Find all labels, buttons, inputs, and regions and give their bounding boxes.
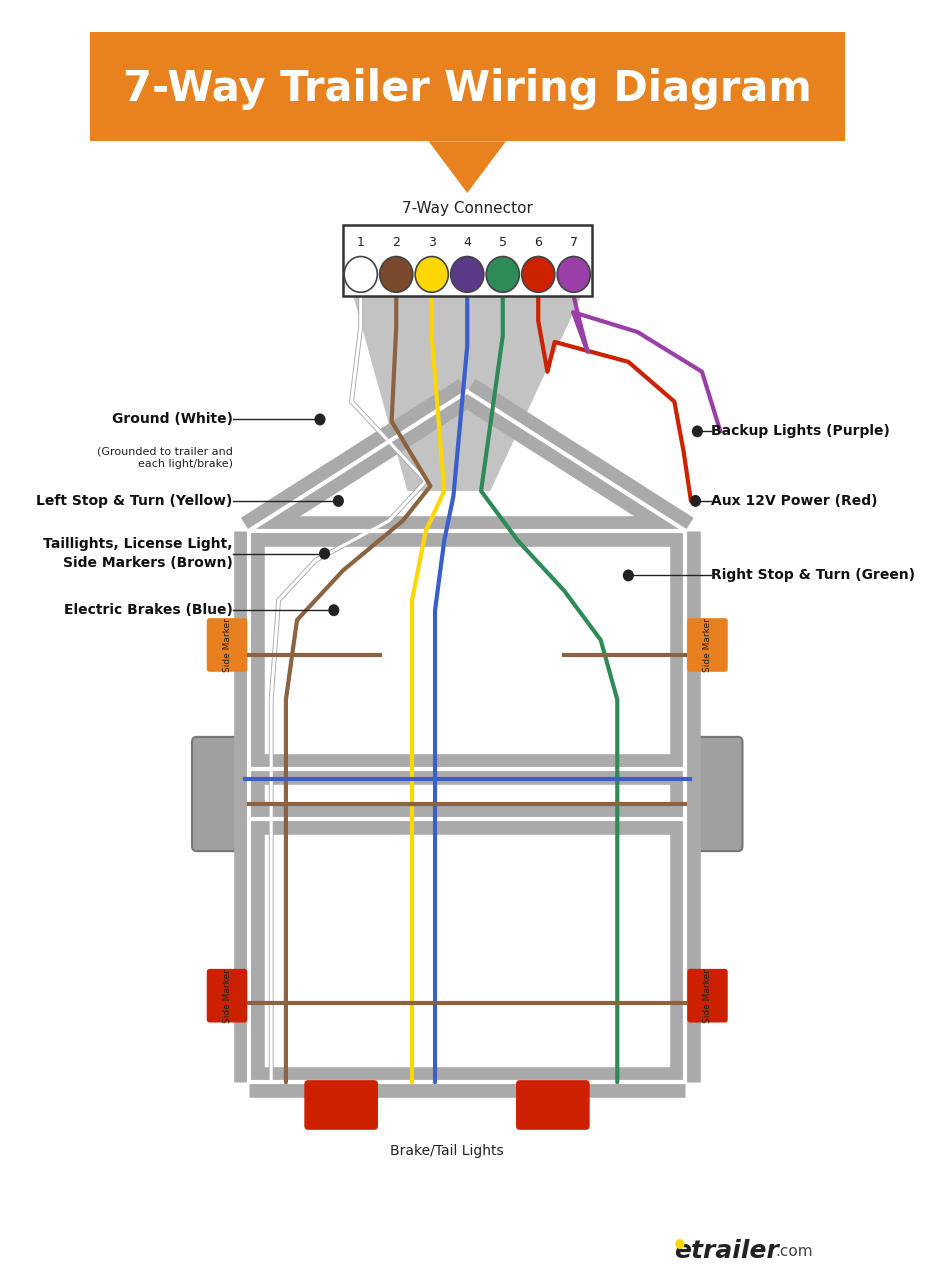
FancyBboxPatch shape: [516, 1080, 590, 1130]
Circle shape: [319, 547, 330, 560]
Text: Side Marker: Side Marker: [222, 968, 232, 1022]
Text: Side Marker: Side Marker: [222, 618, 232, 672]
FancyBboxPatch shape: [687, 969, 728, 1022]
Circle shape: [623, 570, 634, 582]
Text: Electric Brakes (Blue): Electric Brakes (Blue): [64, 603, 233, 618]
Text: Aux 12V Power (Red): Aux 12V Power (Red): [712, 494, 878, 508]
Text: 3: 3: [428, 236, 436, 249]
FancyBboxPatch shape: [687, 618, 728, 672]
Text: etrailer: etrailer: [674, 1239, 779, 1263]
Text: (Grounded to trailer and
each light/brake): (Grounded to trailer and each light/brak…: [97, 447, 233, 470]
Circle shape: [675, 1239, 684, 1249]
Text: Ground (White): Ground (White): [111, 412, 233, 426]
Text: 6: 6: [534, 236, 542, 249]
FancyBboxPatch shape: [685, 737, 743, 851]
Text: Backup Lights (Purple): Backup Lights (Purple): [712, 425, 890, 438]
Circle shape: [380, 257, 413, 293]
Text: 4: 4: [464, 236, 471, 249]
Text: Taillights, License Light,
Side Markers (Brown): Taillights, License Light, Side Markers …: [43, 538, 233, 570]
Circle shape: [415, 257, 448, 293]
Text: 7-Way Trailer Wiring Diagram: 7-Way Trailer Wiring Diagram: [123, 68, 811, 109]
Text: 5: 5: [499, 236, 506, 249]
Circle shape: [329, 605, 339, 616]
Circle shape: [486, 257, 520, 293]
Polygon shape: [428, 141, 506, 193]
FancyBboxPatch shape: [207, 618, 247, 672]
Text: Side Marker: Side Marker: [703, 618, 712, 672]
Polygon shape: [353, 297, 581, 490]
Circle shape: [450, 257, 484, 293]
FancyBboxPatch shape: [192, 737, 249, 851]
Text: Right Stop & Turn (Green): Right Stop & Turn (Green): [712, 569, 915, 583]
Text: Brake/Tail Lights: Brake/Tail Lights: [390, 1144, 504, 1158]
Circle shape: [314, 413, 326, 425]
Circle shape: [344, 257, 377, 293]
Text: 1: 1: [357, 236, 365, 249]
Bar: [343, 225, 592, 297]
Text: 7-Way Connector: 7-Way Connector: [402, 200, 533, 216]
Circle shape: [558, 257, 590, 293]
Text: 2: 2: [392, 236, 400, 249]
Circle shape: [332, 494, 344, 507]
FancyBboxPatch shape: [304, 1080, 378, 1130]
Bar: [90, 32, 845, 141]
Circle shape: [692, 425, 703, 438]
FancyBboxPatch shape: [207, 969, 247, 1022]
Circle shape: [690, 494, 701, 507]
Text: Left Stop & Turn (Yellow): Left Stop & Turn (Yellow): [36, 494, 233, 508]
Text: 7: 7: [570, 236, 578, 249]
Text: .com: .com: [775, 1243, 813, 1258]
Text: Side Marker: Side Marker: [703, 968, 712, 1022]
Circle shape: [522, 257, 555, 293]
